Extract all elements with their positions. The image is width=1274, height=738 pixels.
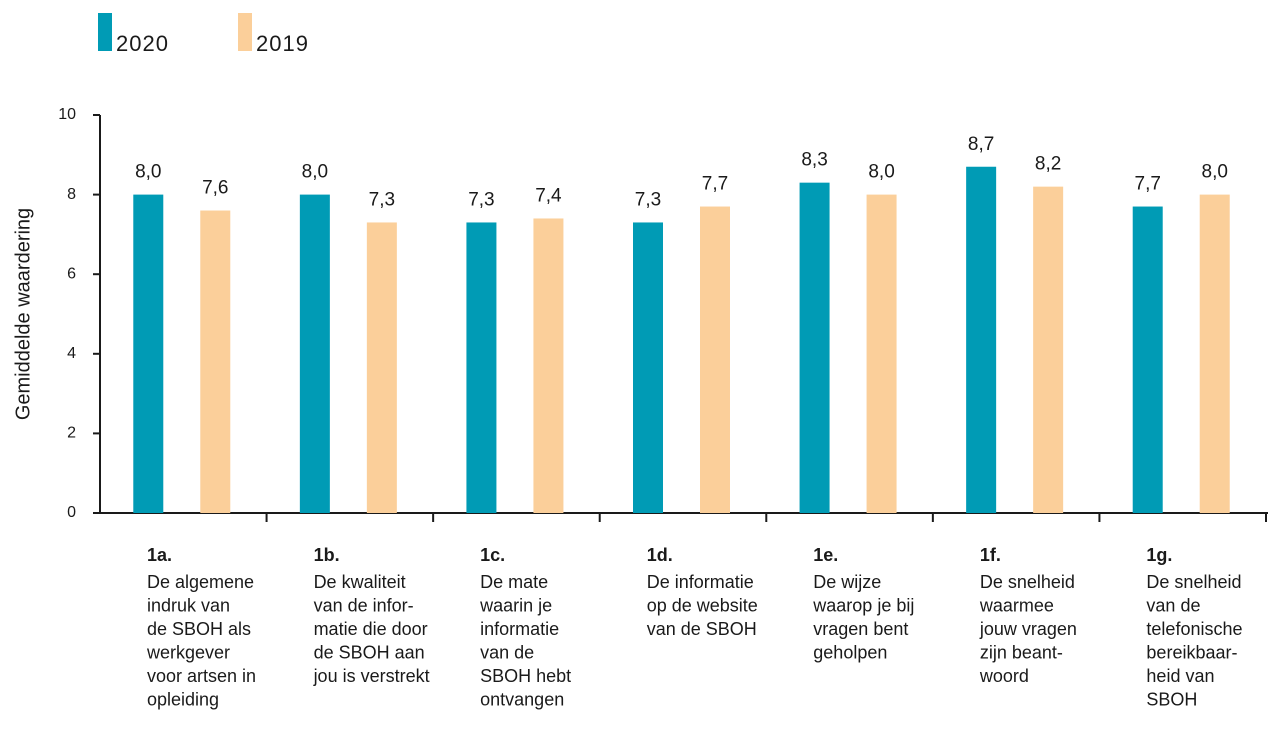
value-label: 8,0	[868, 162, 894, 183]
bar	[1033, 186, 1064, 513]
value-label: 7,6	[202, 178, 228, 199]
legend-label: 2019	[256, 31, 309, 56]
category-description: de SBOH als	[147, 619, 251, 639]
y-tick-label: 10	[58, 106, 76, 123]
legend-swatch	[98, 13, 112, 51]
category-description: SBOH hebt	[480, 666, 571, 686]
category-description: van de	[1146, 595, 1200, 615]
bar	[799, 182, 830, 513]
x-tick-label: 1e.	[813, 545, 838, 565]
category-description: jou is verstrekt	[313, 666, 430, 686]
bar	[966, 166, 997, 514]
category-description: telefonische	[1146, 619, 1242, 639]
legend-label: 2020	[116, 31, 169, 56]
bar	[1132, 206, 1163, 514]
category-description: vragen bent	[813, 619, 908, 639]
x-tick-label: 1g.	[1146, 545, 1172, 565]
category-description: waarop je bij	[812, 595, 914, 615]
category-description: De snelheid	[1146, 572, 1241, 592]
value-label: 8,2	[1035, 154, 1061, 175]
bar	[133, 194, 164, 513]
value-label: 7,3	[468, 189, 494, 210]
category-description: De mate	[480, 572, 548, 592]
bar	[633, 222, 663, 513]
category-description: de SBOH aan	[314, 642, 425, 662]
value-label: 8,7	[968, 134, 994, 155]
value-label: 8,0	[302, 162, 328, 183]
x-tick-label: 1a.	[147, 545, 172, 565]
category-description: ontvangen	[480, 689, 564, 709]
category-description: woord	[979, 666, 1029, 686]
y-tick-label: 4	[67, 345, 76, 362]
category-description: De wijze	[813, 572, 881, 592]
category-description: SBOH	[1146, 689, 1197, 709]
category-description: op de website	[647, 595, 758, 615]
bar	[533, 218, 564, 514]
bar	[700, 206, 730, 514]
category-description: van de SBOH	[647, 619, 757, 639]
category-description: van de infor-	[314, 595, 414, 615]
y-tick-label: 2	[67, 425, 76, 442]
bar	[299, 194, 330, 513]
legend-swatch	[238, 13, 252, 51]
value-label: 7,4	[535, 185, 562, 206]
value-label: 7,7	[702, 174, 728, 195]
y-axis-label: Gemiddelde waardering	[12, 208, 34, 420]
category-description: De kwaliteit	[314, 572, 406, 592]
value-label: 7,7	[1135, 174, 1161, 195]
bar	[1199, 194, 1230, 513]
category-description: waarmee	[979, 595, 1054, 615]
category-description: geholpen	[813, 642, 887, 662]
category-description: De algemene	[147, 572, 254, 592]
y-tick-label: 0	[67, 504, 76, 521]
category-description: De informatie	[647, 572, 754, 592]
category-description: voor artsen in	[147, 666, 256, 686]
value-label: 8,0	[135, 162, 161, 183]
category-description: zijn beant-	[980, 642, 1063, 662]
category-description: opleiding	[147, 689, 219, 709]
y-tick-label: 6	[67, 265, 76, 282]
value-label: 8,0	[1202, 162, 1228, 183]
bar	[866, 194, 897, 513]
value-label: 7,3	[369, 189, 395, 210]
category-description: heid van	[1146, 666, 1214, 686]
x-tick-label: 1b.	[314, 545, 340, 565]
category-description: De snelheid	[980, 572, 1075, 592]
bar	[466, 222, 497, 513]
x-tick-label: 1c.	[480, 545, 505, 565]
bar	[200, 210, 231, 513]
bar	[366, 222, 397, 513]
category-description: werkgever	[146, 642, 230, 662]
x-tick-label: 1d.	[647, 545, 673, 565]
category-description: matie die door	[314, 619, 428, 639]
category-description: jouw vragen	[979, 619, 1077, 639]
category-description: waarin je	[479, 595, 552, 615]
category-description: indruk van	[147, 595, 230, 615]
x-tick-label: 1f.	[980, 545, 1001, 565]
value-label: 8,3	[801, 150, 827, 171]
y-tick-label: 8	[67, 186, 76, 203]
category-description: informatie	[480, 619, 559, 639]
category-description: bereikbaar-	[1146, 642, 1237, 662]
category-description: van de	[480, 642, 534, 662]
value-label: 7,3	[635, 189, 661, 210]
